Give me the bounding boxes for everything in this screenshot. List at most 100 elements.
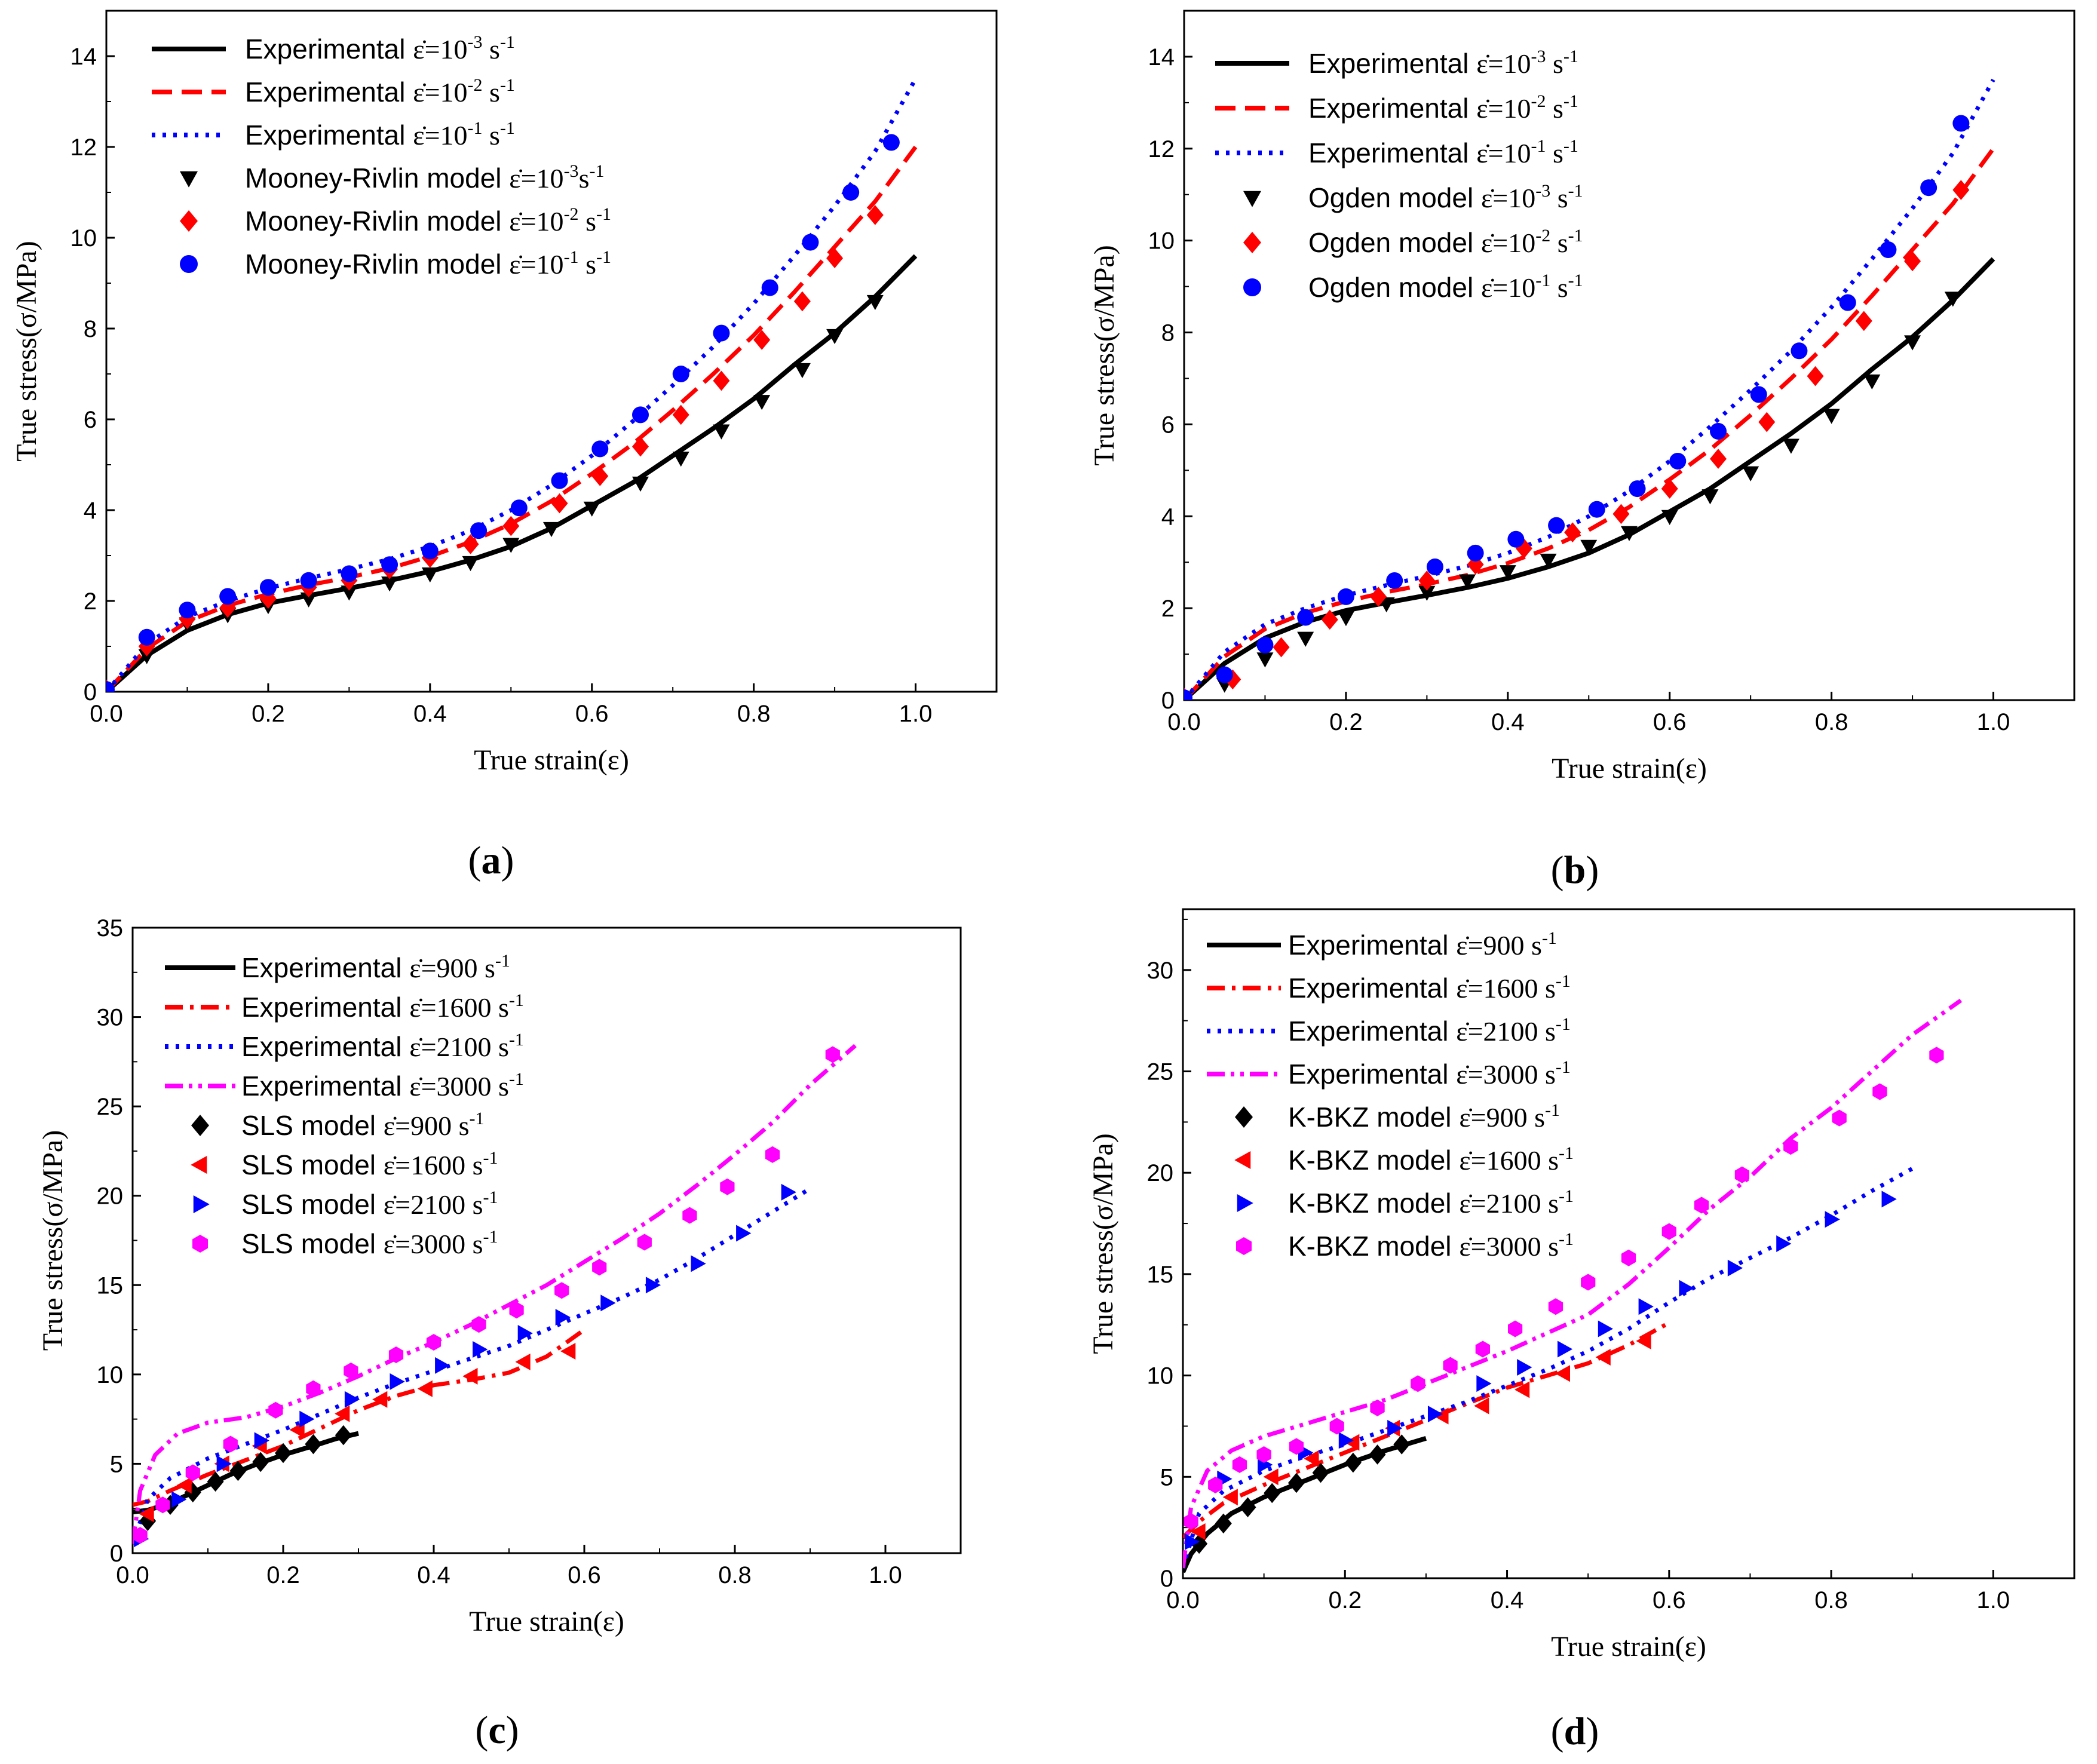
x-tick-label: 0.0 bbox=[1166, 1587, 1200, 1613]
y-tick-label: 14 bbox=[70, 44, 97, 70]
data-point bbox=[551, 493, 568, 514]
data-point bbox=[1944, 292, 1961, 307]
data-point bbox=[1264, 1483, 1281, 1504]
plot-frame bbox=[1182, 908, 2075, 1579]
data-point bbox=[826, 248, 844, 268]
data-point bbox=[713, 370, 730, 391]
data-point bbox=[802, 234, 819, 251]
data-point bbox=[866, 294, 884, 311]
data-point bbox=[882, 134, 900, 151]
data-point bbox=[421, 542, 439, 560]
legend-entry: SLS model ε̇=1600 s-1 bbox=[191, 1148, 498, 1180]
data-point bbox=[1476, 1375, 1492, 1392]
x-tick-label: 0.6 bbox=[568, 1562, 601, 1588]
series-line-2 bbox=[1184, 78, 1995, 700]
data-point bbox=[1312, 1462, 1329, 1483]
legend-label: Experimental ε̇=2100 s-1 bbox=[1288, 1014, 1571, 1047]
data-point bbox=[1612, 504, 1630, 524]
data-point bbox=[826, 329, 844, 345]
legend-entry: Experimental ε̇=1600 s-1 bbox=[1207, 971, 1571, 1004]
data-point bbox=[1791, 342, 1808, 360]
data-point bbox=[517, 1325, 533, 1342]
plot-frame bbox=[1183, 10, 2075, 701]
y-tick-label: 10 bbox=[1147, 1363, 1174, 1389]
y-axis-label: True stress(σ/MPa) bbox=[1087, 1133, 1119, 1354]
data-point bbox=[753, 395, 771, 410]
x-axis-label: True strain(ε) bbox=[474, 744, 629, 776]
y-tick-label: 25 bbox=[97, 1094, 124, 1120]
data-point bbox=[176, 1477, 192, 1494]
data-point bbox=[300, 592, 317, 608]
data-point bbox=[1256, 652, 1274, 668]
data-point bbox=[1215, 1513, 1232, 1534]
data-point bbox=[560, 1342, 576, 1360]
data-point bbox=[1855, 311, 1872, 332]
data-point bbox=[713, 424, 730, 440]
data-point bbox=[462, 556, 479, 572]
x-axis-label: True strain(ε) bbox=[469, 1606, 624, 1637]
y-tick-label: 10 bbox=[97, 1362, 124, 1388]
legend-marker-swatch bbox=[191, 1115, 209, 1136]
legend-entry: K-BKZ model ε̇=900 s-1 bbox=[1235, 1100, 1560, 1133]
data-point bbox=[632, 476, 649, 492]
y-tick-label: 15 bbox=[1147, 1262, 1174, 1288]
data-point bbox=[1256, 1446, 1271, 1463]
data-point bbox=[372, 1391, 388, 1408]
data-point bbox=[632, 436, 649, 457]
data-point bbox=[216, 1455, 232, 1472]
series-markers-6 bbox=[134, 1183, 796, 1548]
data-point bbox=[1427, 1406, 1443, 1423]
legend-label: Experimental ε̇=10-3 s-1 bbox=[1308, 47, 1578, 79]
data-point bbox=[691, 1255, 706, 1272]
data-point bbox=[1540, 553, 1557, 569]
data-point bbox=[1863, 374, 1881, 390]
data-point bbox=[793, 363, 811, 379]
y-tick-label: 20 bbox=[1147, 1160, 1174, 1186]
series-line-3 bbox=[133, 1044, 857, 1545]
y-tick-label: 14 bbox=[1148, 44, 1175, 70]
data-point bbox=[1499, 565, 1516, 581]
data-point bbox=[1807, 366, 1824, 386]
legend-label: Experimental ε̇=3000 s-1 bbox=[1288, 1057, 1571, 1090]
y-tick-label: 2 bbox=[1161, 596, 1175, 622]
legend-entry: Experimental ε̇=10-2 s-1 bbox=[1215, 91, 1578, 124]
data-point bbox=[1839, 294, 1856, 311]
y-tick-label: 12 bbox=[1148, 136, 1175, 162]
data-point bbox=[1418, 585, 1436, 601]
x-tick-label: 0.6 bbox=[1653, 709, 1687, 735]
data-point bbox=[1304, 1450, 1319, 1467]
legend-label: Mooney-Rivlin model ε̇=10-3s-1 bbox=[245, 161, 604, 194]
data-point bbox=[502, 516, 520, 536]
data-point bbox=[1638, 1298, 1654, 1315]
legend-marker-swatch bbox=[180, 171, 198, 188]
legend-entry: Ogden model ε̇=10-3 s-1 bbox=[1243, 181, 1583, 213]
data-point bbox=[736, 1225, 752, 1242]
y-tick-label: 30 bbox=[1147, 958, 1174, 984]
data-point bbox=[720, 1178, 735, 1195]
data-point bbox=[1337, 588, 1354, 605]
y-tick-label: 35 bbox=[97, 915, 124, 941]
data-point bbox=[1263, 1468, 1279, 1486]
data-point bbox=[632, 406, 649, 424]
y-tick-label: 4 bbox=[1161, 504, 1175, 530]
data-point bbox=[1443, 1357, 1458, 1374]
x-tick-label: 0.4 bbox=[1491, 709, 1525, 735]
data-point bbox=[462, 534, 479, 554]
series-line-3 bbox=[1183, 998, 1963, 1569]
series-markers-7 bbox=[1184, 1047, 1944, 1530]
data-point bbox=[1190, 1523, 1206, 1540]
data-point bbox=[171, 1491, 187, 1508]
data-point bbox=[1588, 501, 1605, 518]
data-point bbox=[1952, 115, 1970, 132]
data-point bbox=[1515, 538, 1532, 559]
data-point bbox=[543, 521, 560, 538]
data-point bbox=[421, 567, 439, 583]
data-point bbox=[1508, 1320, 1523, 1337]
y-axis-label: True stress(σ/MPa) bbox=[37, 1130, 69, 1351]
x-tick-label: 0.6 bbox=[575, 701, 609, 727]
data-point bbox=[1598, 1320, 1614, 1337]
legend-label: Experimental ε̇=900 s-1 bbox=[241, 951, 510, 983]
legend-entry: Experimental ε̇=3000 s-1 bbox=[165, 1069, 524, 1102]
series-markers-5 bbox=[106, 134, 900, 692]
data-point bbox=[1920, 179, 1937, 197]
